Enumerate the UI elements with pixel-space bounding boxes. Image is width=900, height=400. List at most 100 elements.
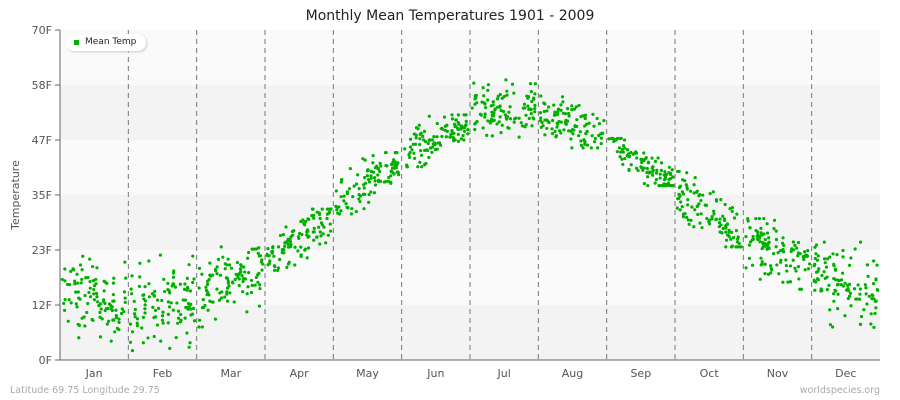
data-point [117, 317, 121, 321]
data-point [466, 132, 470, 136]
data-point [247, 250, 251, 255]
data-point [270, 251, 274, 255]
data-point [111, 281, 116, 285]
data-point [226, 281, 230, 285]
data-point [824, 265, 829, 269]
data-point [128, 322, 133, 326]
data-point [578, 130, 582, 134]
data-point [531, 116, 535, 120]
data-point [575, 118, 579, 122]
data-point [128, 340, 133, 344]
data-point [103, 301, 107, 306]
data-point [451, 135, 455, 139]
data-point [717, 221, 722, 225]
data-point [86, 301, 90, 306]
data-point [814, 270, 819, 274]
data-point [292, 229, 296, 233]
data-point [848, 291, 853, 295]
data-point [551, 118, 555, 123]
data-point [539, 94, 543, 98]
data-point [482, 101, 486, 105]
data-point [413, 156, 417, 160]
data-point [625, 148, 630, 152]
data-point [354, 182, 359, 186]
data-point [358, 199, 362, 204]
x-tick-label: Feb [153, 367, 172, 380]
data-point [852, 287, 857, 291]
data-point [185, 285, 190, 289]
data-point [523, 125, 527, 129]
data-point [191, 254, 195, 258]
data-point [77, 336, 81, 340]
data-point [373, 166, 377, 170]
data-point [681, 212, 686, 216]
data-point [166, 312, 170, 316]
data-point [382, 180, 386, 184]
data-point [589, 146, 593, 150]
data-point [320, 207, 324, 211]
data-point [339, 195, 343, 199]
data-point [629, 163, 633, 167]
data-point [161, 310, 165, 314]
data-point [527, 116, 531, 121]
data-point [362, 183, 366, 187]
data-point [305, 256, 309, 260]
data-point [319, 221, 324, 225]
data-point [435, 135, 439, 139]
data-point [160, 298, 164, 303]
data-point [138, 275, 142, 279]
data-point [779, 258, 783, 262]
data-point [542, 109, 546, 114]
data-point [150, 292, 155, 296]
data-point [777, 272, 781, 276]
data-point [365, 169, 370, 173]
data-point [191, 280, 195, 285]
data-point [122, 309, 126, 314]
data-point [63, 308, 67, 313]
data-point [452, 122, 457, 126]
data-point [334, 204, 338, 208]
data-point [796, 254, 800, 258]
data-point [73, 279, 77, 283]
x-tick-label: Oct [700, 367, 720, 380]
data-point [874, 299, 878, 303]
data-point [362, 186, 366, 190]
data-point [823, 261, 827, 265]
data-point [88, 279, 92, 284]
data-point [765, 247, 769, 251]
data-point [426, 141, 430, 146]
data-point [299, 219, 303, 224]
data-point [79, 281, 83, 285]
x-tick-label: Sep [630, 367, 651, 380]
data-point [814, 252, 818, 256]
data-point [266, 247, 270, 251]
data-point [791, 240, 795, 244]
data-point [699, 212, 703, 216]
data-point [762, 216, 766, 221]
data-point [225, 290, 229, 294]
data-point [60, 277, 64, 282]
data-point [698, 221, 702, 225]
data-point [615, 150, 619, 154]
data-point [490, 113, 494, 118]
data-point [363, 192, 367, 196]
data-point [481, 126, 485, 130]
data-point [397, 173, 401, 177]
data-point [533, 92, 537, 96]
source-label[interactable]: worldspecies.org [799, 385, 880, 396]
data-point [293, 263, 297, 267]
data-point [802, 257, 806, 262]
data-point [217, 298, 222, 302]
data-point [863, 283, 867, 287]
data-point [721, 214, 725, 218]
data-point [77, 323, 82, 328]
data-point [215, 272, 219, 276]
data-point [832, 299, 836, 303]
data-point [504, 78, 508, 82]
data-point [75, 305, 79, 309]
data-point [221, 255, 225, 259]
data-point [186, 301, 191, 306]
data-point [546, 119, 550, 123]
data-point [498, 105, 502, 109]
data-point [206, 308, 210, 312]
